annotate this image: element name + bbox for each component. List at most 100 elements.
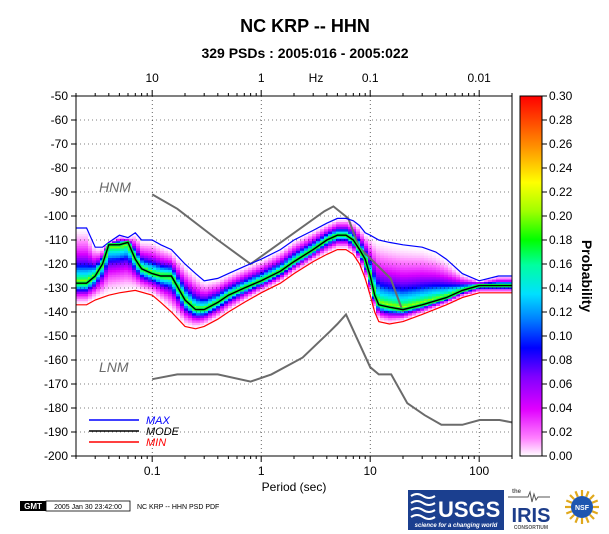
density-cell (136, 284, 141, 288)
density-cell (96, 277, 101, 280)
density-cell (312, 253, 317, 256)
density-cell (116, 274, 121, 278)
density-cell (236, 296, 241, 300)
density-cell (320, 246, 325, 249)
density-cell (504, 279, 509, 283)
density-cell (212, 313, 217, 316)
density-cell (424, 294, 429, 297)
density-cell (284, 246, 289, 249)
density-cell (200, 315, 205, 319)
density-cell (120, 238, 125, 242)
density-cell (440, 289, 445, 292)
density-cell (424, 270, 429, 273)
density-cell (428, 267, 433, 271)
density-cell (172, 284, 177, 288)
density-cell (88, 241, 93, 244)
density-cell (164, 277, 169, 280)
density-cell (300, 250, 305, 254)
density-cell (136, 282, 141, 285)
density-cell (184, 318, 189, 321)
density-cell (136, 243, 141, 247)
density-cell (116, 279, 121, 283)
density-cell (160, 296, 165, 300)
density-cell (112, 260, 117, 264)
density-cell (104, 274, 109, 278)
density-cell (484, 286, 489, 290)
density-cell (344, 243, 349, 247)
colorbar-tick-label: 0.06 (549, 377, 573, 391)
density-cell (444, 279, 449, 283)
density-cell (80, 301, 85, 304)
density-cell (252, 284, 257, 288)
density-cell (360, 243, 365, 247)
density-cell (432, 258, 437, 261)
density-cell (76, 231, 81, 235)
density-cell (308, 241, 313, 244)
density-cell (452, 272, 457, 276)
density-cell (240, 284, 245, 288)
density-cell (400, 265, 405, 268)
density-cell (168, 286, 173, 290)
density-cell (160, 277, 165, 280)
density-cell (364, 238, 369, 242)
density-cell (160, 301, 165, 304)
density-cell (112, 265, 117, 268)
density-cell (180, 313, 185, 316)
density-cell (172, 303, 177, 307)
nsf-sun-ray (565, 499, 573, 504)
density-cell (164, 272, 169, 276)
density-cell (180, 282, 185, 285)
density-cell (100, 253, 105, 256)
density-cell (200, 313, 205, 316)
density-cell (304, 246, 309, 249)
density-cell (388, 272, 393, 276)
density-cell (260, 274, 265, 278)
density-cell (232, 272, 237, 276)
density-cell (140, 243, 145, 247)
density-cell (340, 229, 345, 232)
y-tick-label: -170 (44, 377, 68, 391)
density-cell (76, 255, 81, 259)
density-cell (184, 296, 189, 300)
density-cell (116, 267, 121, 271)
density-cell (152, 265, 157, 268)
density-cell (340, 243, 345, 247)
density-cell (216, 294, 221, 297)
density-cell (144, 282, 149, 285)
density-cell (412, 284, 417, 288)
density-cell (320, 253, 325, 256)
density-cell (452, 279, 457, 283)
density-cell (380, 286, 385, 290)
density-cell (384, 248, 389, 252)
density-cell (376, 315, 381, 319)
density-cell (264, 286, 269, 290)
density-cell (440, 260, 445, 264)
density-cell (232, 296, 237, 300)
density-cell (416, 289, 421, 292)
density-cell (344, 224, 349, 228)
nsf-sun-ray (585, 516, 590, 524)
density-cell (392, 303, 397, 307)
density-cell (116, 258, 121, 261)
gmt-badge (20, 501, 46, 511)
density-cell (92, 270, 97, 273)
density-cell (456, 270, 461, 273)
density-cell (84, 301, 89, 304)
density-cell (140, 250, 145, 254)
density-cell (132, 286, 137, 290)
density-cell (76, 248, 81, 252)
density-cell (84, 289, 89, 292)
density-cell (256, 291, 261, 295)
density-cell (428, 279, 433, 283)
density-cell (424, 274, 429, 278)
density-cell (384, 289, 389, 292)
density-cell (176, 308, 181, 312)
density-cell (304, 243, 309, 247)
density-cell (192, 274, 197, 278)
density-cell (108, 284, 113, 288)
density-cell (192, 279, 197, 283)
density-cell (128, 253, 133, 256)
density-cell (224, 303, 229, 307)
density-cell (176, 310, 181, 314)
density-cell (252, 286, 257, 290)
